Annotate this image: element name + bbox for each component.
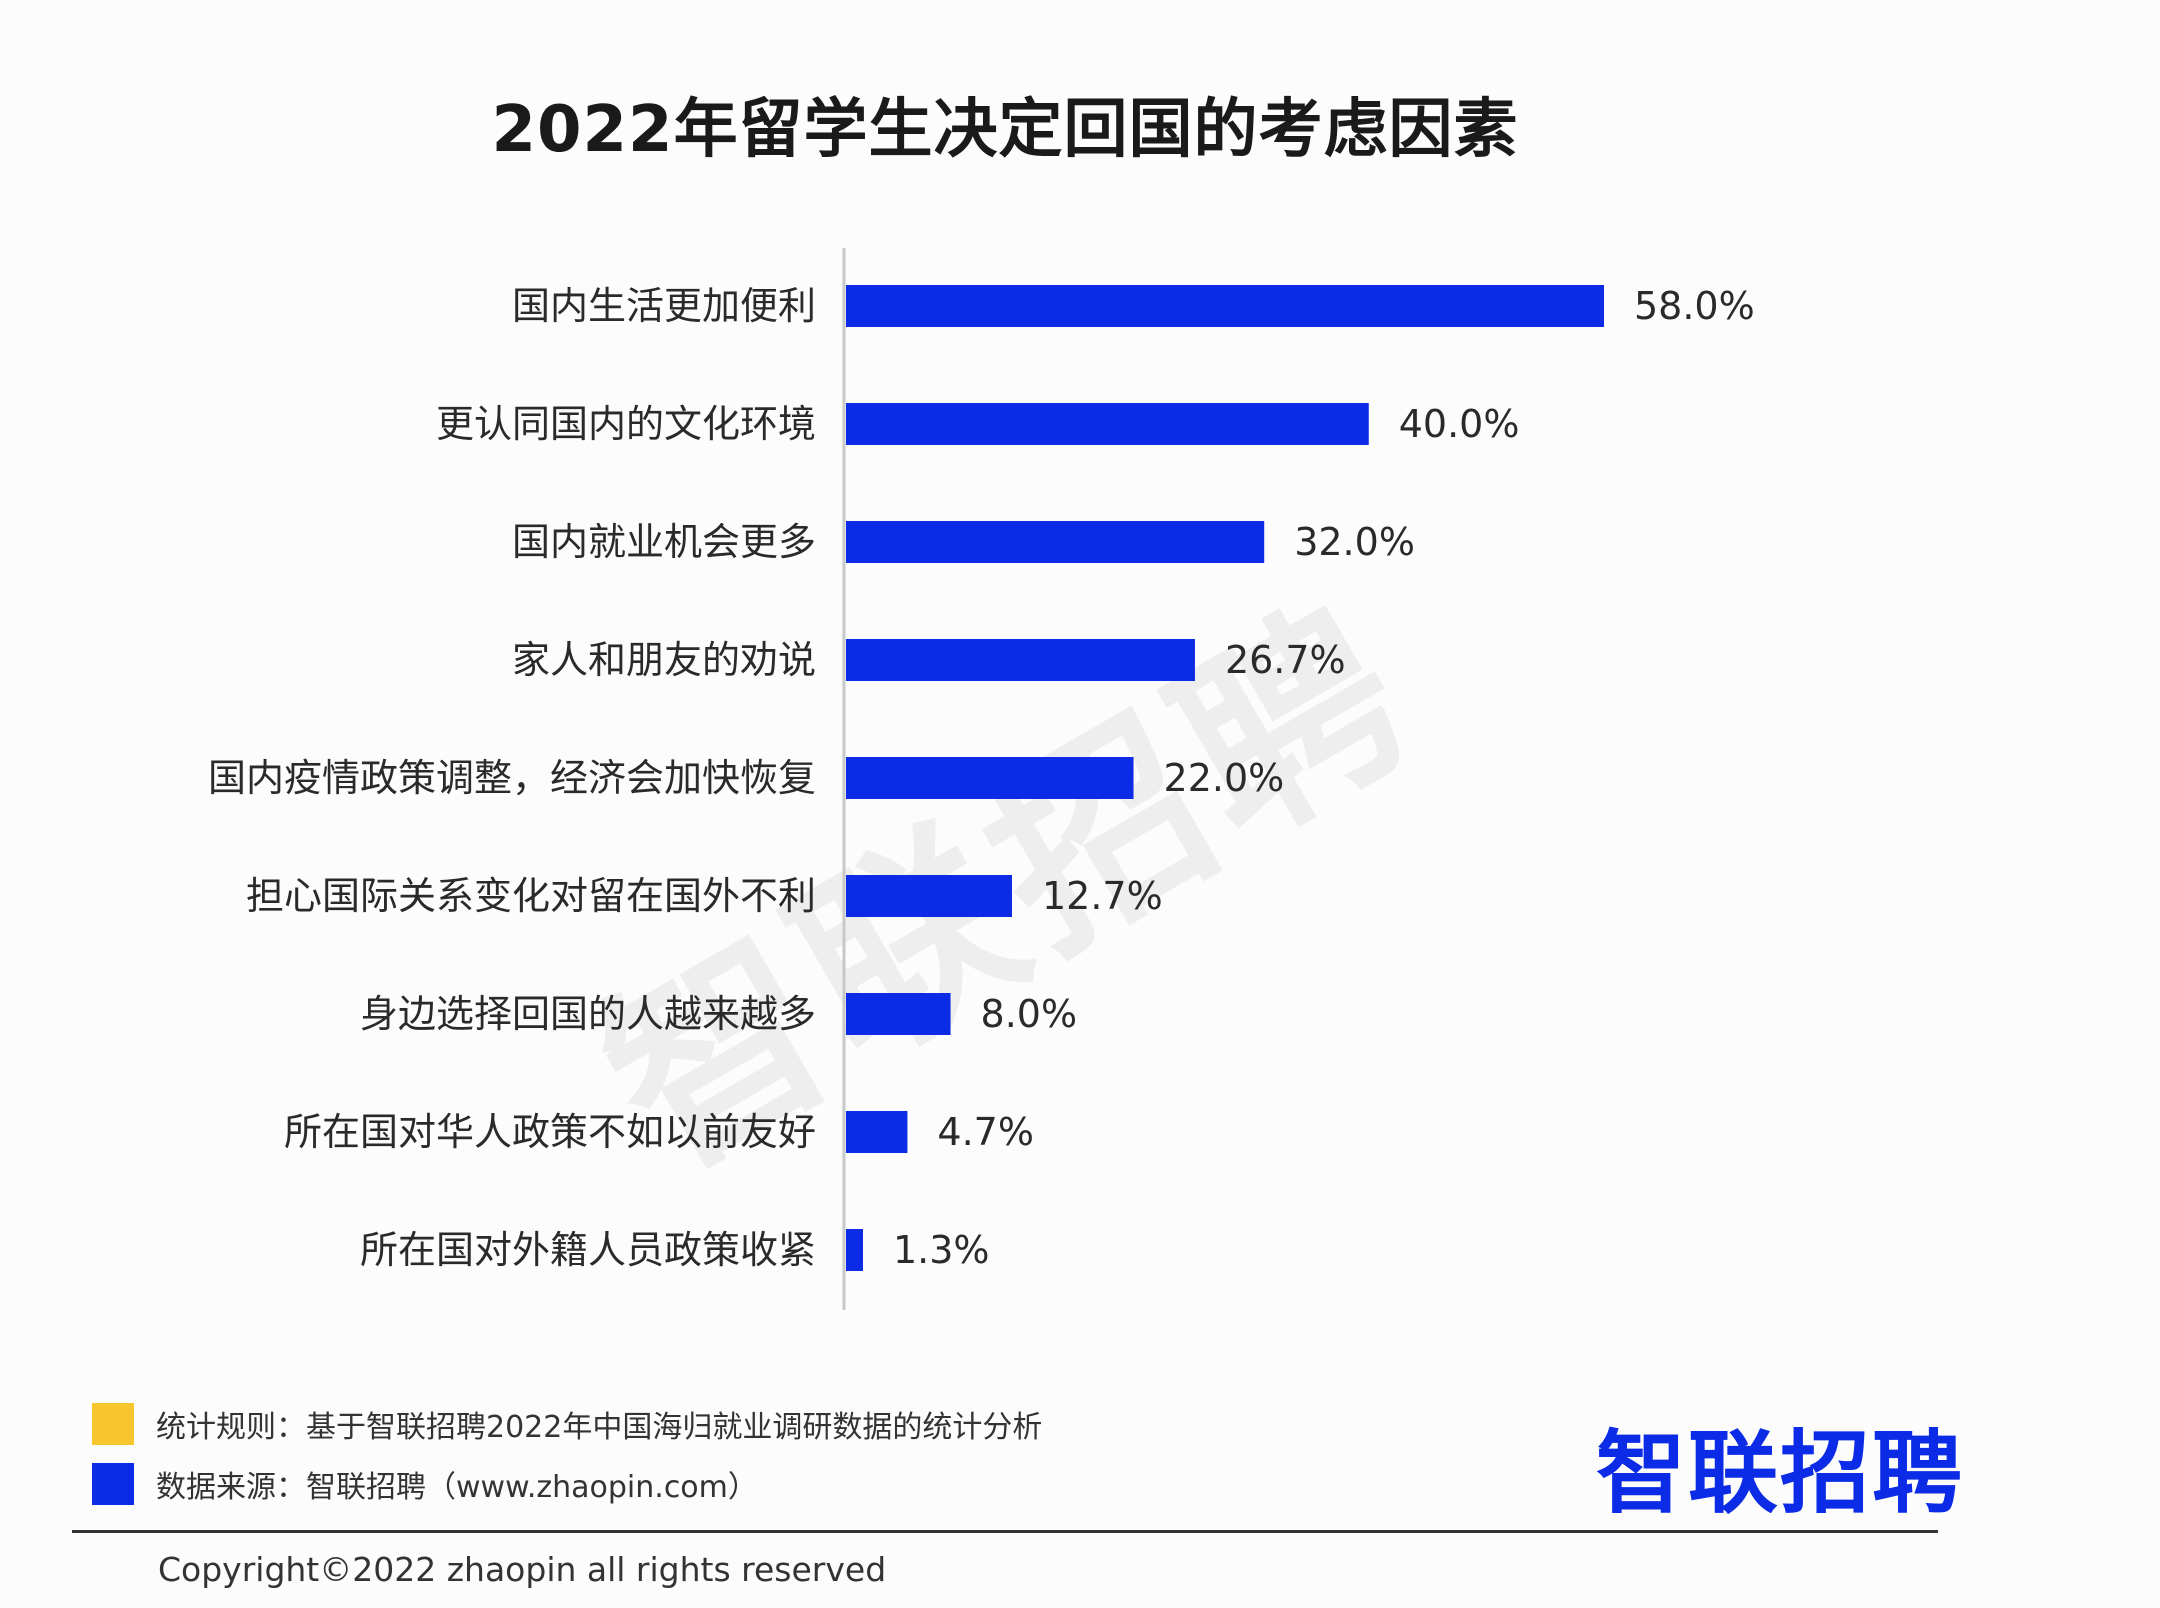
category-label: 身边选择回国的人越来越多 xyxy=(360,992,816,1036)
note-data-source-text: 数据来源：智联招聘（www.zhaopin.com） xyxy=(156,1470,758,1505)
category-label: 国内就业机会更多 xyxy=(512,520,816,564)
value-label: 1.3% xyxy=(893,1228,990,1272)
category-label: 国内疫情政策调整，经济会加快恢复 xyxy=(208,756,816,800)
bar xyxy=(846,1111,908,1153)
bar xyxy=(846,521,1265,563)
bar xyxy=(846,1229,863,1271)
bar xyxy=(846,757,1134,799)
bar xyxy=(846,993,951,1035)
note-stat-rule: 统计规则：基于智联招聘2022年中国海归就业调研数据的统计分析 xyxy=(92,1402,1042,1446)
bar xyxy=(846,875,1012,917)
value-label: 58.0% xyxy=(1634,284,1755,328)
note-data-source: 数据来源：智联招聘（www.zhaopin.com） xyxy=(92,1462,758,1506)
copyright-text: Copyright©2022 zhaopin all rights reserv… xyxy=(158,1550,887,1589)
value-label: 8.0% xyxy=(981,992,1078,1036)
value-label: 12.7% xyxy=(1042,874,1163,918)
yellow-square-icon xyxy=(92,1403,134,1445)
category-label: 所在国对华人政策不如以前友好 xyxy=(284,1110,816,1154)
note-stat-rule-text: 统计规则：基于智联招聘2022年中国海归就业调研数据的统计分析 xyxy=(156,1410,1043,1445)
chart-title: 2022年留学生决定回国的考虑因素 xyxy=(491,93,1519,167)
category-label: 国内生活更加便利 xyxy=(512,284,816,328)
zhaopin-logo: 智联招聘 xyxy=(1596,1421,1964,1526)
value-label: 22.0% xyxy=(1164,756,1285,800)
footer-divider xyxy=(72,1530,1938,1533)
category-label: 所在国对外籍人员政策收紧 xyxy=(360,1228,816,1272)
category-label: 更认同国内的文化环境 xyxy=(436,402,816,446)
value-label: 26.7% xyxy=(1225,638,1346,682)
blue-square-icon xyxy=(92,1463,134,1505)
category-label: 担心国际关系变化对留在国外不利 xyxy=(246,874,816,918)
bar-chart: 国内生活更加便利 58.0% 更认同国内的文化环境 40.0% 国内就业机会更多 32.0… xyxy=(208,248,1755,1310)
category-label: 家人和朋友的劝说 xyxy=(512,638,816,682)
bar xyxy=(846,403,1369,445)
value-label: 32.0% xyxy=(1294,520,1415,564)
bar xyxy=(846,639,1195,681)
value-label: 4.7% xyxy=(937,1110,1034,1154)
bar xyxy=(846,285,1604,327)
value-label: 40.0% xyxy=(1399,402,1520,446)
